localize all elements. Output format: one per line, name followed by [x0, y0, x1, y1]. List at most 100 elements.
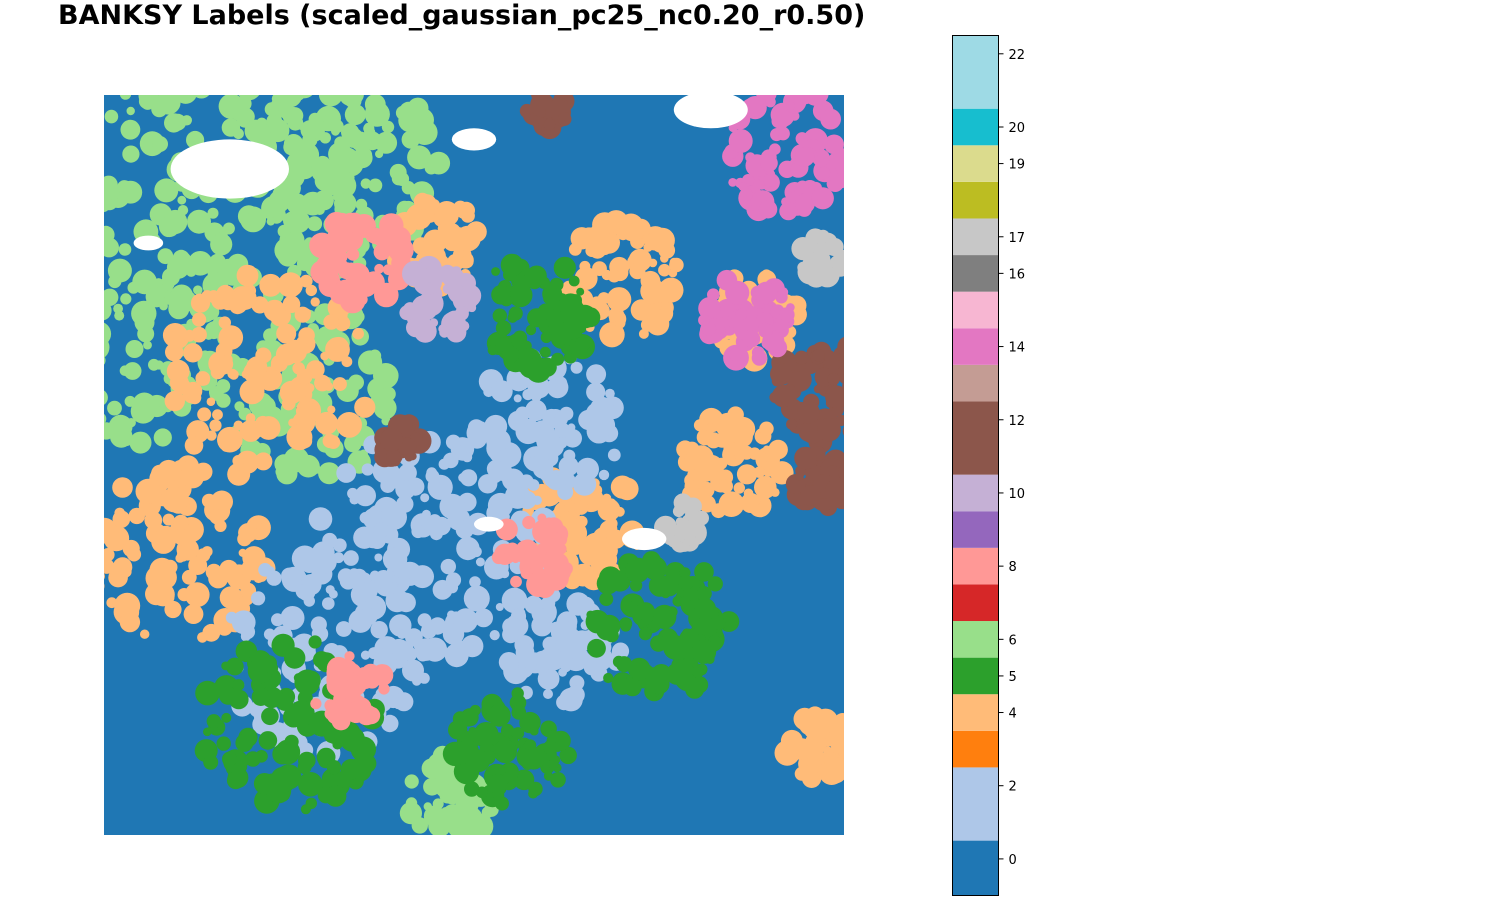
cell-point [191, 326, 207, 343]
cell-point [332, 377, 347, 392]
cell-point [216, 393, 231, 408]
cell-point [56, 354, 76, 374]
cell-point [467, 303, 477, 313]
cell-point [864, 399, 876, 411]
cell-point [107, 400, 122, 416]
cell-point [130, 398, 156, 424]
cell-point [423, 802, 432, 811]
cell-point [286, 107, 304, 125]
chart-title: BANKSY Labels (scaled_gaussian_pc25_nc0.… [58, 0, 866, 31]
cell-point [290, 350, 302, 362]
cell-point [575, 336, 591, 352]
colorbar-tick-label: 2 [1009, 780, 1017, 795]
cell-point [500, 253, 524, 277]
cell-point [861, 391, 878, 408]
cell-point [270, 766, 297, 793]
cell-point [364, 101, 390, 127]
cell-point [536, 608, 553, 624]
cell-point [820, 108, 841, 130]
cell-point [571, 563, 595, 587]
cell-point [415, 638, 438, 661]
region-label-14 [698, 269, 795, 371]
colorbar-segment-4 [952, 694, 999, 731]
cell-point [104, 548, 115, 562]
cell-point [310, 297, 320, 307]
colorbar-tick-label: 10 [1009, 487, 1026, 502]
cell-point [522, 748, 545, 770]
cell-point [405, 628, 423, 647]
cell-point [498, 766, 507, 775]
cell-point [220, 440, 232, 452]
cell-point [140, 96, 155, 110]
cell-point [616, 656, 633, 673]
cell-point [631, 594, 643, 606]
cell-point [310, 698, 322, 710]
cell-point [318, 95, 343, 107]
cell-point [113, 303, 123, 314]
cell-point [225, 611, 238, 624]
cell-point [405, 797, 418, 809]
cell-point [235, 733, 254, 752]
cell-point [159, 301, 168, 311]
cell-point [694, 598, 716, 620]
colorbar-tick-label: 22 [1009, 48, 1026, 63]
cell-point [511, 687, 524, 700]
cell-point [552, 532, 562, 541]
cell-point [151, 101, 168, 118]
cell-point [118, 243, 132, 256]
cell-point [104, 191, 112, 211]
cell-point [205, 321, 223, 340]
cell-point [324, 707, 337, 720]
cell-point [208, 568, 229, 589]
cell-point [300, 73, 310, 83]
empty-area [170, 139, 289, 199]
cell-point [203, 754, 219, 770]
cell-point [770, 461, 780, 470]
cell-point [808, 257, 833, 282]
region-label-4 [774, 706, 844, 788]
cell-point [535, 545, 547, 557]
colorbar-segment-13 [952, 364, 999, 402]
cell-point [498, 652, 519, 673]
cell-point [615, 506, 625, 517]
cell-point [648, 258, 658, 268]
cell-point [314, 204, 325, 215]
cell-point [160, 283, 169, 292]
cell-point [344, 57, 367, 80]
cell-point [166, 60, 186, 80]
cell-point [378, 683, 390, 695]
colorbar-segment-19 [952, 145, 999, 182]
colorbar-segment-22 [952, 35, 999, 109]
cell-point [361, 463, 374, 476]
cell-point [575, 515, 588, 528]
cell-point [236, 264, 259, 287]
colorbar-segment-18 [952, 181, 999, 219]
cell-point [692, 639, 717, 664]
cell-point [411, 524, 425, 539]
cell-point [338, 262, 355, 280]
cell-point [206, 397, 216, 407]
cell-point [305, 284, 317, 297]
cell-point [783, 95, 807, 114]
cell-point [564, 321, 583, 340]
cell-point [325, 785, 347, 807]
cell-point [558, 456, 579, 477]
cell-point [539, 470, 551, 481]
cell-point [254, 452, 273, 471]
cell-point [845, 148, 860, 163]
cell-point [77, 310, 93, 326]
cell-point [357, 667, 370, 680]
cell-point [260, 351, 272, 362]
cell-point [599, 566, 622, 590]
cell-point [461, 255, 474, 269]
cell-point [559, 746, 577, 765]
colorbar-segment-3 [952, 730, 999, 768]
cell-point [423, 777, 441, 796]
cell-point [795, 147, 815, 167]
cell-point [772, 384, 795, 408]
cell-point [298, 327, 315, 344]
cell-point [381, 386, 396, 402]
colorbar-segment-12 [952, 401, 999, 475]
cell-point [192, 312, 207, 327]
cell-point [774, 740, 800, 766]
